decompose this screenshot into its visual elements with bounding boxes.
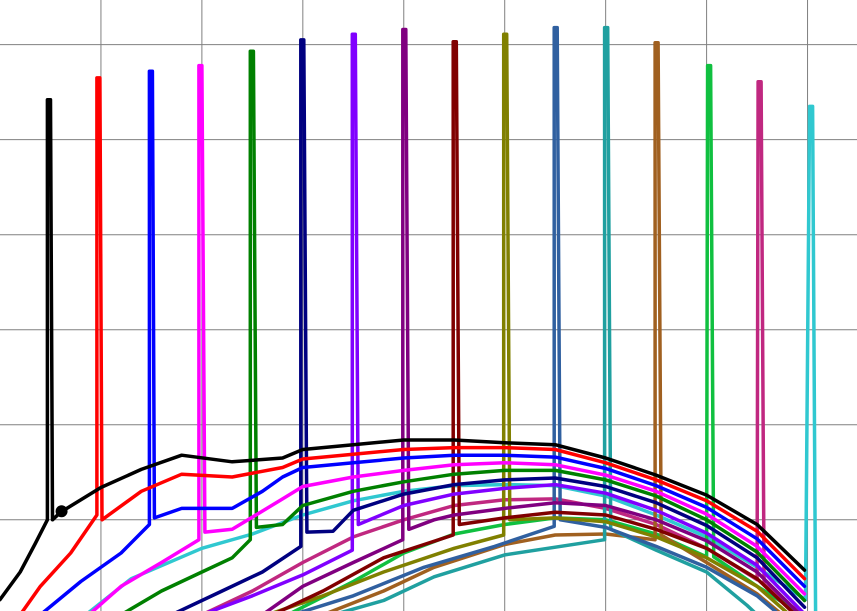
series-line-3 [90, 63, 807, 611]
marker-group [55, 505, 68, 518]
series-group [0, 25, 818, 611]
series-line-12 [327, 41, 781, 611]
data-point-marker [55, 505, 68, 518]
series-line-5 [175, 38, 807, 611]
series-line-11 [340, 25, 756, 611]
series-line-10 [298, 25, 778, 611]
series-line-7 [264, 27, 799, 611]
series-line-8 [276, 40, 794, 611]
series-line-9 [273, 32, 788, 611]
series-line-2 [42, 69, 807, 611]
series-line-1 [20, 76, 807, 611]
series-line-4 [124, 49, 807, 611]
series-line-6 [207, 32, 804, 611]
series-line-0 [0, 98, 807, 602]
